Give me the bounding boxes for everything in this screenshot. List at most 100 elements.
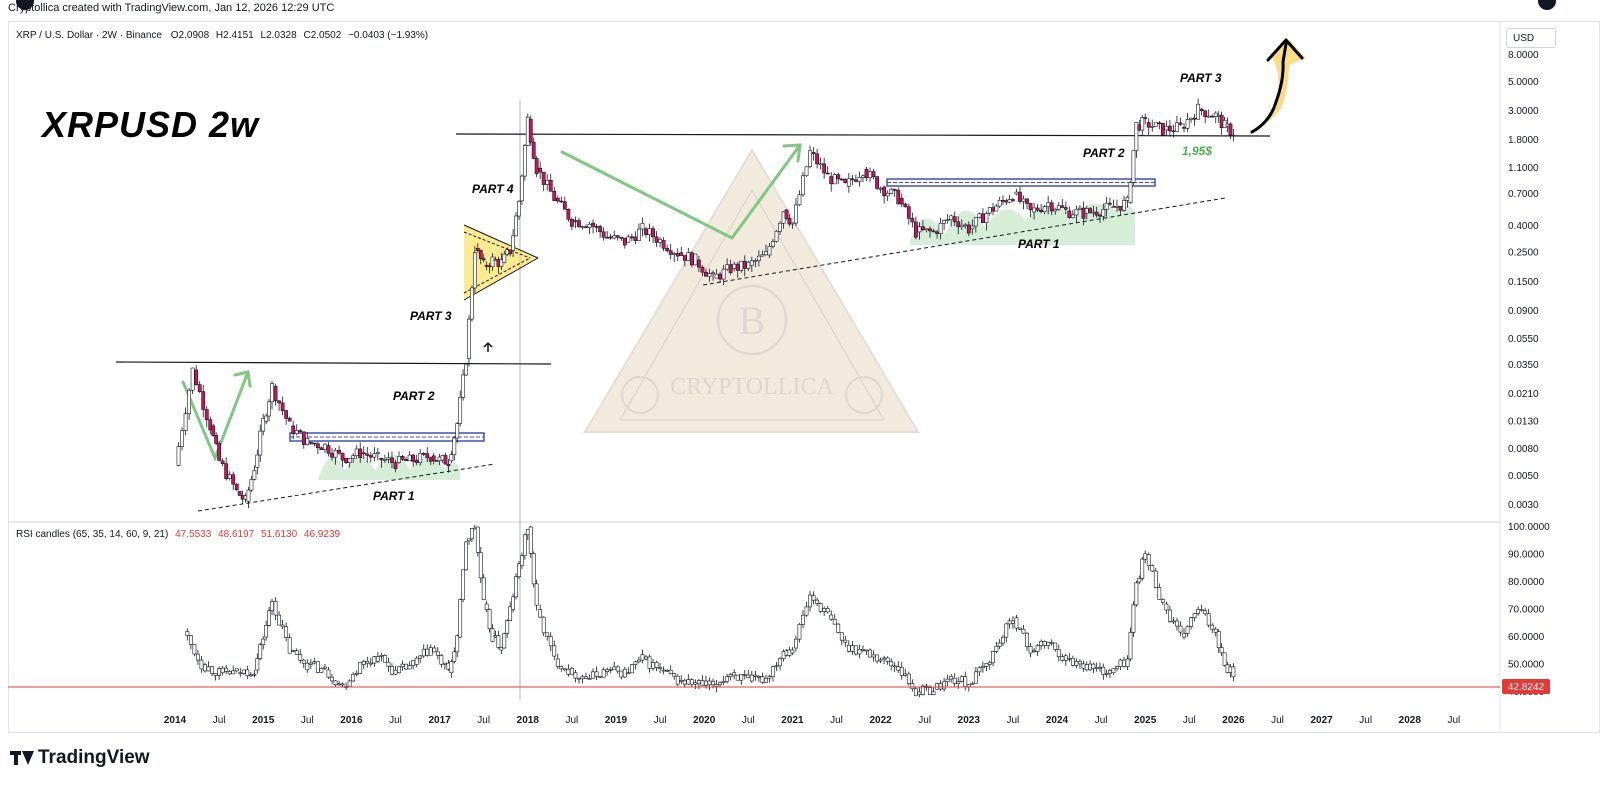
candle-body xyxy=(1143,553,1148,560)
price-tick-label: 0.7000 xyxy=(1508,189,1539,200)
candle-body xyxy=(305,662,310,671)
candle-body xyxy=(644,228,648,235)
candle-body xyxy=(298,654,303,661)
candle-body xyxy=(973,217,978,227)
candle-body xyxy=(1018,191,1022,202)
candle-body xyxy=(508,606,513,621)
candle-body xyxy=(284,626,289,638)
candle-body xyxy=(1104,202,1109,210)
candle-body xyxy=(580,226,585,228)
candle-body xyxy=(425,453,430,459)
price-tick-label: 0.0130 xyxy=(1508,416,1539,427)
candle-body xyxy=(305,438,310,445)
candle-body xyxy=(801,614,805,625)
label-part1-left: PART 1 xyxy=(373,489,415,503)
label-part2-right: PART 2 xyxy=(1083,146,1125,160)
candle-body xyxy=(294,430,299,435)
candle-body xyxy=(481,258,486,261)
candle-body xyxy=(180,430,184,447)
candle-body xyxy=(358,448,363,459)
candle-body xyxy=(973,671,978,684)
candle-body xyxy=(1053,642,1058,650)
candle-body xyxy=(1053,208,1058,212)
tradingview-footer[interactable]: TradingView xyxy=(10,747,150,769)
candle-body xyxy=(442,662,447,665)
candle-body xyxy=(764,678,768,683)
candle-body xyxy=(514,576,518,598)
candle-body xyxy=(431,455,436,461)
candle-body xyxy=(470,287,474,320)
rsi-axis[interactable]: 100.0000 90.0000 80.0000 70.0000 60.0000 50.0… xyxy=(1508,522,1550,698)
price-axis[interactable]: 8.0000 5.0000 3.0000 1.8000 1.1000 0.7000 0.40… xyxy=(1508,50,1539,511)
candle-body xyxy=(291,650,296,652)
candle-body xyxy=(393,462,398,469)
candle-body xyxy=(365,453,370,456)
candle-body xyxy=(938,683,943,690)
candle-body xyxy=(829,614,834,620)
candle-body xyxy=(825,608,830,613)
candle-body xyxy=(252,673,257,676)
currency-button[interactable]: USD xyxy=(1506,28,1556,48)
candle-body xyxy=(464,541,468,571)
candle-body xyxy=(1210,624,1215,630)
label-part3-right: PART 3 xyxy=(1180,71,1222,85)
candle-body xyxy=(291,425,296,435)
candle-body xyxy=(534,158,539,174)
candle-body xyxy=(203,664,207,672)
price-tick-label: 0.0900 xyxy=(1508,306,1539,317)
candle-body xyxy=(508,249,513,255)
time-tick-label: 2022 xyxy=(869,715,892,726)
candle-body xyxy=(917,691,922,695)
candle-body xyxy=(811,152,816,155)
candle-body xyxy=(778,222,782,232)
candle-body xyxy=(640,222,645,230)
candle-body xyxy=(478,250,483,259)
candle-body xyxy=(397,666,401,674)
candle-body xyxy=(714,684,719,687)
candle-body xyxy=(475,248,480,251)
candle-body xyxy=(832,174,837,185)
candle-body xyxy=(248,674,253,677)
candle-body xyxy=(843,639,848,643)
candle-body xyxy=(261,418,266,432)
candle-body xyxy=(991,207,995,212)
candle-body xyxy=(704,680,708,686)
rsi-tick-label: 60.0000 xyxy=(1508,632,1545,643)
candle-body xyxy=(443,455,448,465)
candle-body xyxy=(1067,210,1072,218)
time-axis[interactable]: 2014 Jul 2015 Jul 2016 Jul 2017 Jul 2018 Jul 2019 J… xyxy=(164,715,1460,726)
candle-body xyxy=(742,260,747,269)
candle-body xyxy=(697,259,701,268)
candle-body xyxy=(1213,628,1218,633)
candle-body xyxy=(619,670,624,678)
candle-body xyxy=(977,667,982,673)
candle-body xyxy=(458,396,463,424)
candle-body xyxy=(945,219,950,221)
candle-body xyxy=(1178,625,1183,633)
candle-body xyxy=(839,632,844,641)
rsi-tick-label: 50.0000 xyxy=(1508,660,1545,671)
high-value: 2.4151 xyxy=(223,30,254,41)
candle-body xyxy=(383,655,387,663)
candle-body xyxy=(1007,199,1012,203)
candle-body xyxy=(1231,134,1236,137)
candle-body xyxy=(368,662,373,665)
candle-body xyxy=(1210,115,1215,118)
candle-body xyxy=(301,659,306,664)
candle-body xyxy=(1091,663,1096,669)
candle-body xyxy=(368,455,373,458)
candle-body xyxy=(622,237,627,246)
candle-body xyxy=(981,666,985,669)
candle-body xyxy=(1108,670,1112,674)
candle-body xyxy=(197,384,202,392)
candle-body xyxy=(499,259,504,267)
candle-body xyxy=(956,221,961,228)
candle-body xyxy=(675,675,680,685)
candle-body xyxy=(767,246,772,256)
candle-body xyxy=(808,150,812,168)
rsi-value-3: 51.6130 xyxy=(260,529,298,540)
candle-body xyxy=(393,669,398,675)
candle-body xyxy=(264,624,269,638)
candle-body xyxy=(668,250,673,255)
